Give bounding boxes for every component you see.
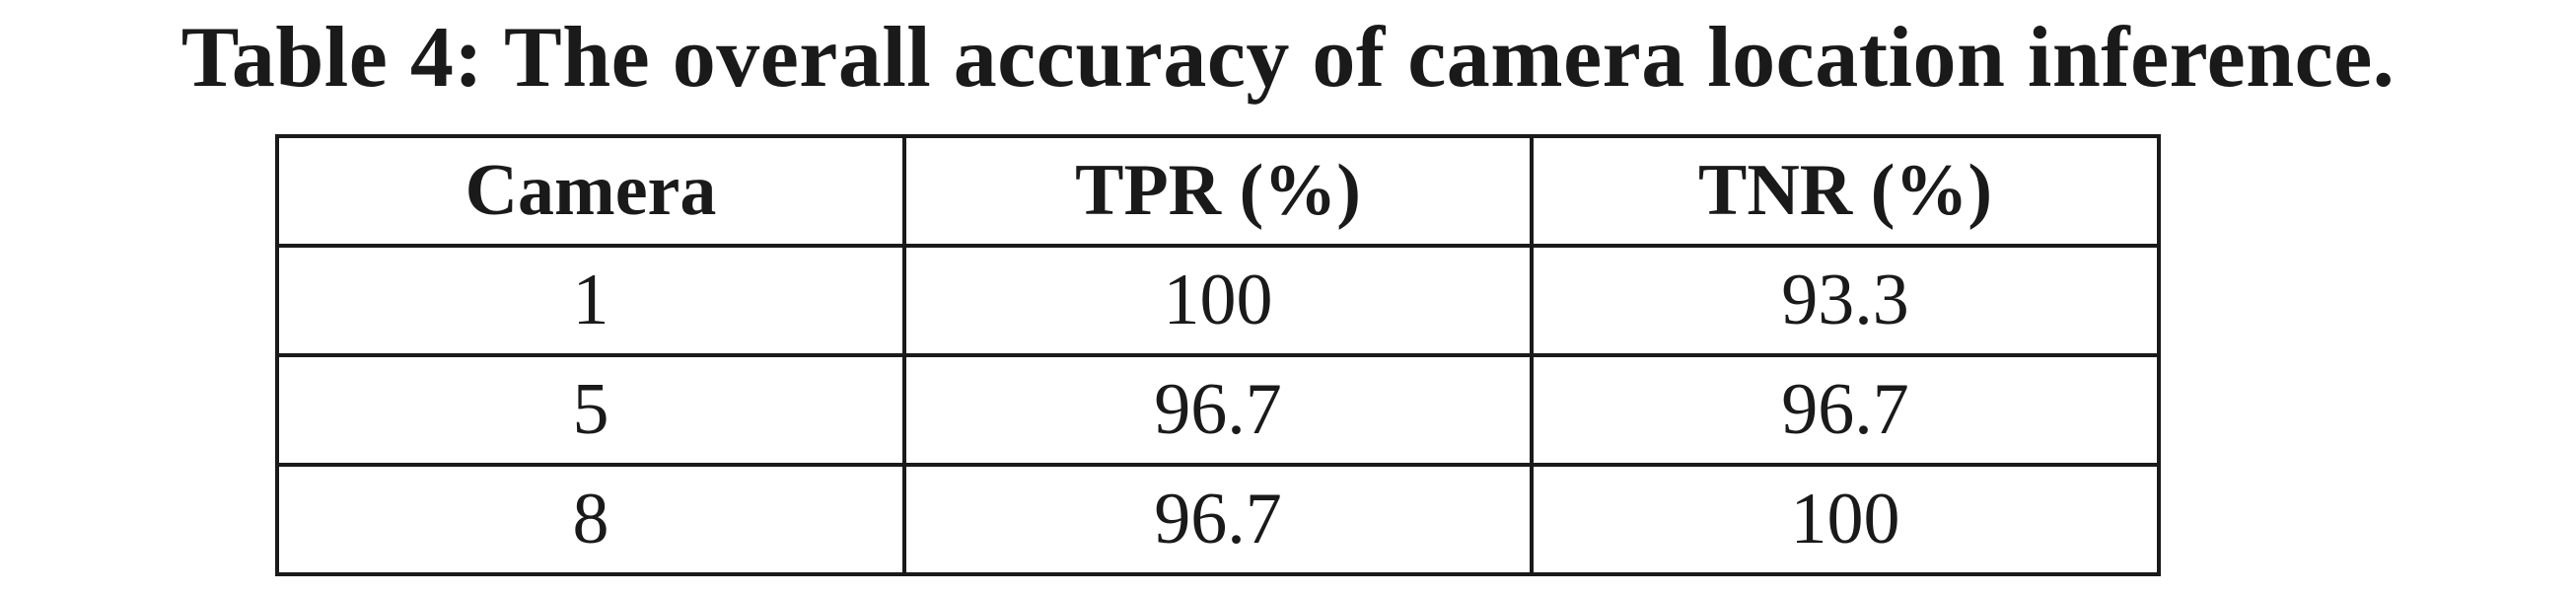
header-camera: Camera xyxy=(275,134,906,248)
cell-tnr: 93.3 xyxy=(1530,244,2161,357)
cell-tnr: 96.7 xyxy=(1530,353,2161,467)
header-tpr: TPR (%) xyxy=(902,134,1534,248)
cell-camera: 1 xyxy=(275,244,906,357)
table-row: 8 96.7 100 xyxy=(275,463,2161,576)
cell-camera: 5 xyxy=(275,353,906,467)
table-caption: Table 4: The overall accuracy of camera … xyxy=(180,10,2396,106)
table-header-row: Camera TPR (%) TNR (%) xyxy=(275,134,2161,248)
cell-tpr: 100 xyxy=(902,244,1534,357)
cell-tpr: 96.7 xyxy=(902,463,1534,576)
accuracy-table: Camera TPR (%) TNR (%) 1 100 93.3 5 96.7… xyxy=(275,134,2161,576)
cell-tnr: 100 xyxy=(1530,463,2161,576)
cell-tpr: 96.7 xyxy=(902,353,1534,467)
table-row: 1 100 93.3 xyxy=(275,244,2161,357)
header-tnr: TNR (%) xyxy=(1530,134,2161,248)
cell-camera: 8 xyxy=(275,463,906,576)
table-row: 5 96.7 96.7 xyxy=(275,353,2161,467)
